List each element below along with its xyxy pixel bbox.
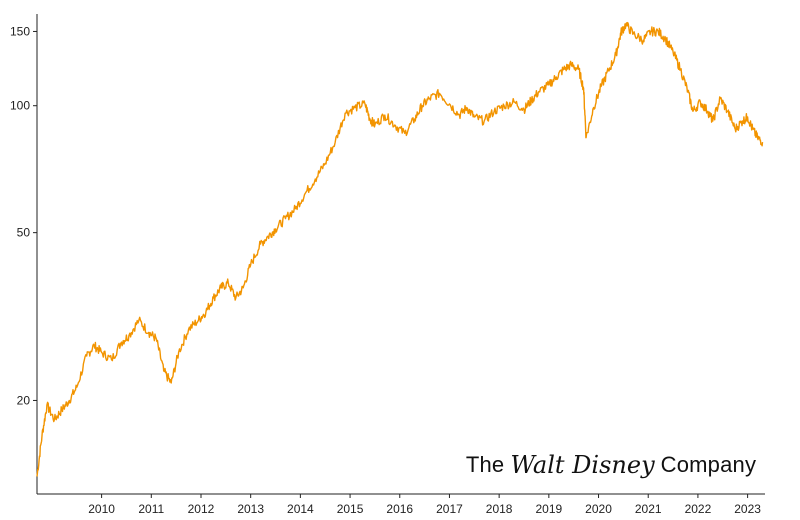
y-axis-ticks: 20 50 100 150 — [10, 24, 37, 407]
y-tick-label: 20 — [17, 393, 31, 407]
x-tick-label: 2015 — [337, 502, 364, 516]
x-tick-label: 2018 — [486, 502, 513, 516]
y-tick-label: 150 — [10, 24, 30, 38]
y-tick-label: 50 — [17, 226, 31, 240]
x-tick-label: 2020 — [585, 502, 612, 516]
logo-word-the: The — [465, 452, 505, 477]
x-tick-label: 2019 — [535, 502, 562, 516]
x-tick-label: 2010 — [88, 502, 115, 516]
x-tick-label: 2011 — [138, 502, 164, 516]
x-tick-label: 2013 — [237, 502, 264, 516]
x-tick-label: 2012 — [188, 502, 215, 516]
x-tick-label: 2014 — [287, 502, 314, 516]
disney-logo: The Walt Disney Company — [450, 445, 772, 485]
x-tick-label: 2023 — [734, 502, 761, 516]
x-tick-label: 2016 — [386, 502, 413, 516]
x-tick-label: 2022 — [685, 502, 712, 516]
y-tick-label: 100 — [10, 99, 30, 113]
price-series-line — [36, 21, 764, 477]
logo-script-walt-disney: Walt Disney — [510, 451, 655, 479]
x-tick-label: 2017 — [436, 502, 463, 516]
x-axis-ticks: 2010 2011 2012 2013 2014 2015 2016 2017 2018 2019… — [88, 494, 761, 516]
x-tick-label: 2021 — [635, 502, 662, 516]
logo-word-company: Company — [660, 452, 757, 477]
